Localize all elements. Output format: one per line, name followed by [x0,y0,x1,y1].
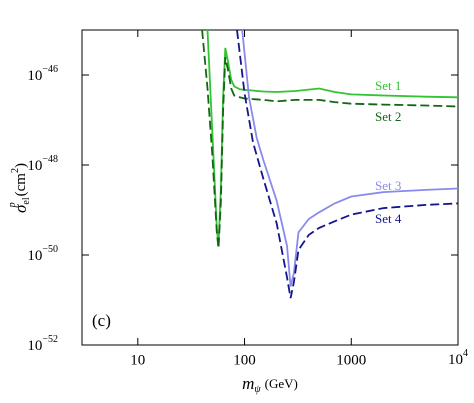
y-axis-label: σelp(cm2) [7,163,32,213]
series-label: Set 4 [375,211,402,226]
plot-frame [81,29,459,346]
annotation: (c) [92,311,111,330]
tick-label: 1000 [336,352,366,368]
tick-label-exp: 4 [463,348,468,359]
series-line [241,30,458,287]
x-axis-label: mψ (GeV) [242,374,298,395]
series-label: Set 3 [375,178,401,193]
tick-label-exp: −52 [42,334,58,345]
tick-label-exp: −46 [42,64,58,75]
tick-label-base: 10 [27,68,42,84]
series-label: Set 2 [375,109,401,124]
series-line [236,30,458,299]
tick-label-base: 10 [27,338,42,354]
tick-label: 100 [233,352,256,368]
tick-label-base: 10 [27,248,42,264]
tick-label: 10−50 [27,244,58,264]
tick-label: 10 [130,352,145,368]
series-line [201,30,458,249]
tick-label: 10−46 [27,64,58,84]
tick-label: 10−48 [27,154,58,174]
tick-label: 104 [448,348,468,368]
tick-label-base: 10 [448,352,463,368]
tick-label: 10−52 [27,334,58,354]
tick-label-exp: −48 [42,154,58,165]
series-label: Set 1 [375,78,401,93]
tick-label-base: 10 [27,158,42,174]
tick-label-exp: −50 [42,244,58,255]
